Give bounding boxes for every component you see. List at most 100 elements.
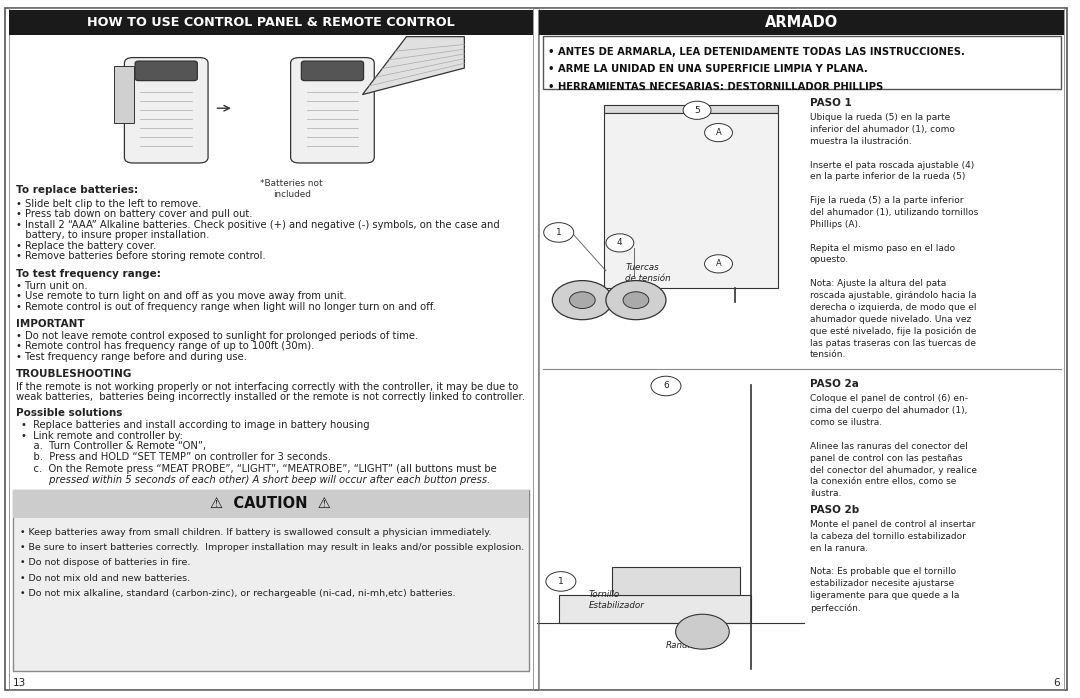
Circle shape — [543, 223, 573, 242]
Text: Tuercas
de tensión: Tuercas de tensión — [625, 263, 671, 283]
Text: las patas traseras con las tuercas de: las patas traseras con las tuercas de — [810, 339, 975, 348]
Text: del conector del ahumador, y realice: del conector del ahumador, y realice — [810, 466, 976, 475]
Text: •  Replace batteries and install according to image in battery housing: • Replace batteries and install accordin… — [22, 420, 370, 430]
Text: perfección.: perfección. — [810, 603, 861, 613]
Text: muestra la ilustración.: muestra la ilustración. — [810, 137, 912, 146]
Bar — [113, 66, 134, 123]
Text: como se ilustra.: como se ilustra. — [810, 418, 881, 427]
Text: Nota: Ajuste la altura del pata: Nota: Ajuste la altura del pata — [810, 279, 946, 288]
Text: •  Link remote and controller by:: • Link remote and controller by: — [22, 431, 184, 440]
Text: ⚠  CAUTION  ⚠: ⚠ CAUTION ⚠ — [211, 496, 332, 512]
Text: 1: 1 — [558, 577, 564, 586]
Text: panel de control con las pestañas: panel de control con las pestañas — [810, 454, 962, 463]
Bar — [13, 490, 529, 671]
Bar — [558, 595, 751, 623]
Circle shape — [545, 572, 576, 591]
Bar — [604, 113, 778, 288]
Text: • Install 2 “AAA” Alkaline batteries. Check positive (+) and negative (-) symbol: • Install 2 “AAA” Alkaline batteries. Ch… — [16, 220, 500, 230]
Bar — [539, 10, 1064, 35]
Text: Coloque el panel de control (6) en-: Coloque el panel de control (6) en- — [810, 394, 968, 403]
Text: 13: 13 — [13, 678, 26, 688]
Circle shape — [676, 614, 729, 649]
Text: b.  Press and HOLD “SET TEMP” on controller for 3 seconds.: b. Press and HOLD “SET TEMP” on controll… — [22, 452, 332, 461]
Text: • Use remote to turn light on and off as you move away from unit.: • Use remote to turn light on and off as… — [16, 291, 347, 301]
Text: 6: 6 — [1053, 678, 1059, 688]
Circle shape — [651, 376, 681, 396]
Circle shape — [552, 281, 612, 320]
Bar — [542, 36, 1061, 89]
FancyBboxPatch shape — [301, 61, 364, 81]
Circle shape — [606, 234, 634, 252]
Circle shape — [704, 255, 732, 273]
Circle shape — [569, 292, 595, 309]
Text: • Remote control has frequency range of up to 100ft (30m).: • Remote control has frequency range of … — [16, 341, 314, 351]
Text: derecha o izquierda, de modo que el: derecha o izquierda, de modo que el — [810, 303, 976, 312]
Text: roscada ajustable, girándolo hacia la: roscada ajustable, girándolo hacia la — [810, 291, 976, 300]
Text: • ANTES DE ARMARLA, LEA DETENIDAMENTE TODAS LAS INSTRUCCIONES.: • ANTES DE ARMARLA, LEA DETENIDAMENTE TO… — [548, 47, 964, 57]
Text: • ARME LA UNIDAD EN UNA SUPERFICIE LIMPIA Y PLANA.: • ARME LA UNIDAD EN UNA SUPERFICIE LIMPI… — [548, 64, 867, 74]
Text: c.  On the Remote press “MEAT PROBE”, “LIGHT”, “MEATROBE”, “LIGHT” (all buttons : c. On the Remote press “MEAT PROBE”, “LI… — [22, 464, 497, 474]
Text: Monte el panel de control al insertar: Monte el panel de control al insertar — [810, 520, 975, 529]
Text: en la parte inferior de la rueda (5): en la parte inferior de la rueda (5) — [810, 172, 966, 181]
Text: Phillips (A).: Phillips (A). — [810, 220, 861, 229]
Text: • Remove batteries before storing remote control.: • Remove batteries before storing remote… — [16, 251, 266, 261]
Circle shape — [623, 292, 649, 309]
Text: • Keep batteries away from small children. If battery is swallowed consult a phy: • Keep batteries away from small childre… — [21, 528, 491, 537]
Text: • Do not mix old and new batteries.: • Do not mix old and new batteries. — [21, 574, 190, 583]
Text: opuesto.: opuesto. — [810, 255, 849, 265]
Text: A: A — [716, 128, 721, 137]
Circle shape — [606, 281, 666, 320]
Circle shape — [684, 101, 711, 119]
Text: tensión.: tensión. — [810, 350, 846, 359]
Text: en la ranura.: en la ranura. — [810, 544, 868, 553]
Text: cima del cuerpo del ahumador (1),: cima del cuerpo del ahumador (1), — [810, 406, 967, 415]
Text: • Slide belt clip to the left to remove.: • Slide belt clip to the left to remove. — [16, 199, 202, 209]
Text: To replace batteries:: To replace batteries: — [16, 185, 138, 195]
Text: • Test frequency range before and during use.: • Test frequency range before and during… — [16, 352, 247, 362]
Text: battery, to insure proper installation.: battery, to insure proper installation. — [16, 230, 210, 240]
Circle shape — [704, 124, 732, 142]
Text: • Replace the battery cover.: • Replace the battery cover. — [16, 241, 157, 251]
Text: HOW TO USE CONTROL PANEL & REMOTE CONTROL: HOW TO USE CONTROL PANEL & REMOTE CONTRO… — [86, 16, 455, 29]
FancyBboxPatch shape — [124, 58, 208, 163]
Text: • Be sure to insert batteries correctly.  Improper installation may result in le: • Be sure to insert batteries correctly.… — [21, 543, 525, 552]
Text: Tornillo
Estabilizador: Tornillo Estabilizador — [589, 590, 645, 610]
Text: • Do not dispose of batteries in fire.: • Do not dispose of batteries in fire. — [21, 558, 191, 567]
Text: • Do not mix alkaline, standard (carbon-zinc), or rechargeable (ni-cad, ni-mh,et: • Do not mix alkaline, standard (carbon-… — [21, 589, 456, 598]
Text: • Remote control is out of frequency range when light will no longer turn on and: • Remote control is out of frequency ran… — [16, 302, 436, 311]
Text: estabilizador necesite ajustarse: estabilizador necesite ajustarse — [810, 579, 954, 588]
Text: la conexión entre ellos, como se: la conexión entre ellos, como se — [810, 477, 956, 487]
Text: Alinee las ranuras del conector del: Alinee las ranuras del conector del — [810, 442, 968, 451]
Text: weak batteries,  batteries being incorrectly installed or the remote is not corr: weak batteries, batteries being incorrec… — [16, 392, 525, 402]
Text: *Batteries not
included: *Batteries not included — [260, 179, 323, 199]
Text: Repita el mismo paso en el lado: Repita el mismo paso en el lado — [810, 244, 955, 253]
Bar — [13, 490, 529, 518]
Text: pressed within 5 seconds of each other) A short beep will occur after each butto: pressed within 5 seconds of each other) … — [22, 475, 490, 484]
Text: 4: 4 — [617, 239, 623, 247]
Text: PASO 2b: PASO 2b — [810, 505, 859, 514]
Text: • HERRAMIENTAS NECESARIAS: DESTORNILLADOR PHILLIPS: • HERRAMIENTAS NECESARIAS: DESTORNILLADO… — [548, 82, 883, 91]
Text: 6: 6 — [663, 382, 669, 390]
Text: Ranura: Ranura — [665, 641, 697, 650]
Text: PASO 2a: PASO 2a — [810, 379, 859, 389]
Text: Possible solutions: Possible solutions — [16, 408, 122, 418]
FancyBboxPatch shape — [291, 58, 375, 163]
Text: a.  Turn Controller & Remote “ON”,: a. Turn Controller & Remote “ON”, — [22, 441, 206, 451]
Bar — [612, 567, 740, 595]
Text: inferior del ahumador (1), como: inferior del ahumador (1), como — [810, 125, 955, 134]
Text: A: A — [716, 260, 721, 268]
Text: ligeramente para que quede a la: ligeramente para que quede a la — [810, 591, 959, 600]
Polygon shape — [363, 36, 464, 95]
Text: ahumador quede nivelado. Una vez: ahumador quede nivelado. Una vez — [810, 315, 971, 324]
Text: 1: 1 — [556, 228, 562, 237]
Text: • Turn unit on.: • Turn unit on. — [16, 281, 87, 290]
Text: que esté nivelado, fije la posición de: que esté nivelado, fije la posición de — [810, 327, 976, 336]
Text: PASO 1: PASO 1 — [810, 98, 851, 107]
Text: Inserte el pata roscada ajustable (4): Inserte el pata roscada ajustable (4) — [810, 161, 974, 170]
Text: Ubique la rueda (5) en la parte: Ubique la rueda (5) en la parte — [810, 113, 950, 122]
Text: 5: 5 — [694, 106, 700, 114]
Text: IMPORTANT: IMPORTANT — [16, 319, 84, 329]
Text: la cabeza del tornillo estabilizador: la cabeza del tornillo estabilizador — [810, 532, 966, 541]
Text: • Press tab down on battery cover and pull out.: • Press tab down on battery cover and pu… — [16, 209, 253, 219]
Text: del ahumador (1), utilizando tornillos: del ahumador (1), utilizando tornillos — [810, 208, 977, 217]
